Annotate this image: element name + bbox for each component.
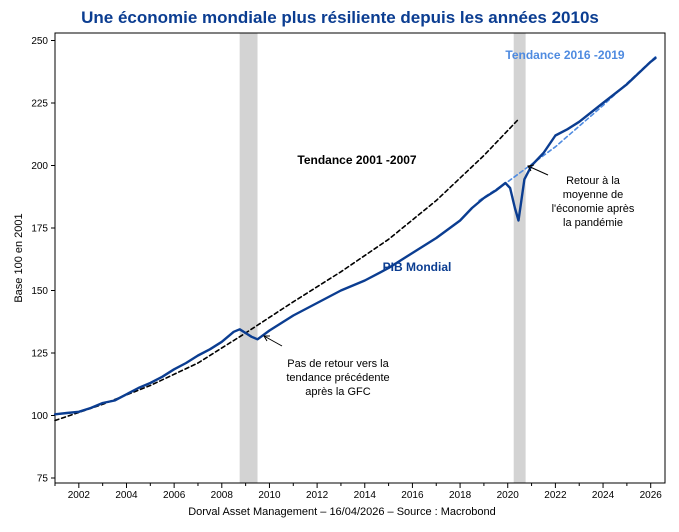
note-pandemie-line-3: l'économie après xyxy=(552,203,635,215)
y-tick-label: 225 xyxy=(31,99,48,110)
note-gfc-line-3: après la GFC xyxy=(305,386,370,398)
x-tick-label: 2020 xyxy=(497,490,520,501)
x-tick-label: 2018 xyxy=(449,490,472,501)
shaded-period-1 xyxy=(239,33,258,483)
note-pandemie-line-1: Retour à la xyxy=(566,175,621,187)
y-tick-label: 175 xyxy=(31,224,48,235)
y-tick-label: 150 xyxy=(31,286,48,297)
note-gfc-line-1: Pas de retour vers la xyxy=(287,358,389,370)
footer-source: Dorval Asset Management – 16/04/2026 – S… xyxy=(188,506,496,518)
plot-frame xyxy=(54,32,666,484)
x-tick-label: 2004 xyxy=(115,490,138,501)
note-pandemie-line-4: la pandémie xyxy=(563,217,623,229)
x-tick-label: 2022 xyxy=(544,490,567,501)
label-tendance-2016: Tendance 2016 -2019 xyxy=(505,48,625,62)
x-axis: 2002 2004 2006 2008 2010 2012 2014 2016 2018 2020… xyxy=(54,483,663,501)
x-tick-label: 2006 xyxy=(163,490,186,501)
series-line-tendance-2001-2007 xyxy=(54,119,519,422)
shaded-periods xyxy=(239,33,526,483)
x-tick-label: 2016 xyxy=(401,490,424,501)
note-gfc-line-2: tendance précédente xyxy=(286,372,389,384)
series-line-pib-mondial xyxy=(53,56,657,416)
x-tick-label: 2008 xyxy=(211,490,234,501)
arrowhead-pandemie xyxy=(527,164,535,172)
shaded-period-2 xyxy=(513,33,526,483)
label-pib-mondial: PIB Mondial xyxy=(383,260,452,274)
y-tick-label: 200 xyxy=(31,161,48,172)
y-tick-label: 250 xyxy=(31,36,48,47)
arrowhead-gfc xyxy=(263,335,270,342)
label-tendance-2001: Tendance 2001 -2007 xyxy=(297,153,417,167)
x-tick-label: 2012 xyxy=(306,490,329,501)
x-tick-label: 2024 xyxy=(592,490,615,501)
x-tick-label: 2010 xyxy=(258,490,281,501)
y-axis: 75 100 125 150 175 200 225 250 xyxy=(31,36,55,485)
series-lines xyxy=(53,55,657,422)
y-tick-label: 100 xyxy=(31,411,48,422)
y-tick-label: 75 xyxy=(37,474,49,485)
x-tick-label: 2002 xyxy=(68,490,91,501)
arrow-pandemie xyxy=(527,165,549,176)
y-axis-label: Base 100 en 2001 xyxy=(13,213,25,302)
y-tick-label: 125 xyxy=(31,349,48,360)
x-tick-label: 2026 xyxy=(640,490,663,501)
arrow-gfc xyxy=(263,335,283,347)
x-tick-label: 2014 xyxy=(354,490,377,501)
chart-title: Une économie mondiale plus résiliente de… xyxy=(81,8,599,27)
note-pandemie-line-2: moyenne de xyxy=(563,189,624,201)
